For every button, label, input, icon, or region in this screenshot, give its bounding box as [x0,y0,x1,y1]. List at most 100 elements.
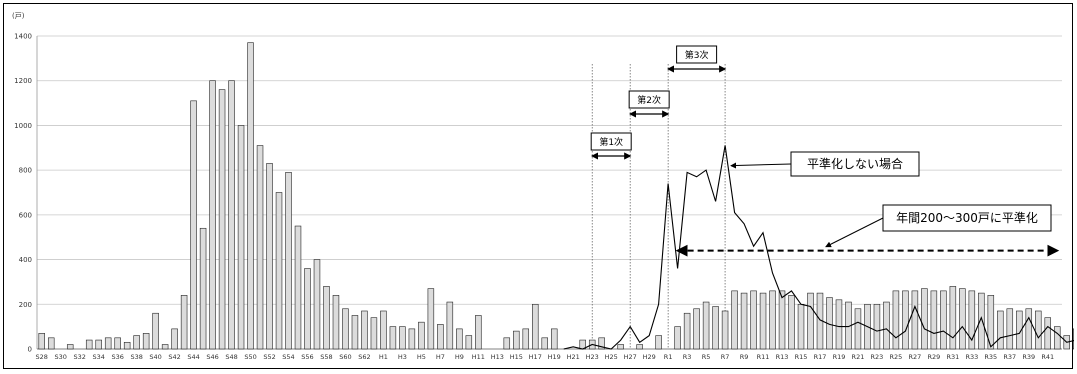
bar-S41 [161,344,169,350]
bar-R42 [1054,326,1061,350]
x-tick-label: H29 [643,353,656,361]
chart-frame: 0 200 400 600 800 1000 1200 1400 (戸) S28 S30 S32 S3… [3,3,1074,369]
bar-S59 [332,295,340,350]
bar-S60 [342,308,349,350]
bar-H9 [456,328,463,350]
x-tick-label: R9 [740,353,749,361]
x-tick-label: H1 [379,353,388,361]
bar-S40 [152,312,159,350]
bar-R33 [968,290,976,350]
line-label-box [790,151,920,177]
x-tick-label: R1 [664,353,673,361]
x-tick-label: S56 [301,353,313,361]
x-tick-label: H15 [510,353,523,361]
y-tick-label: 1000 [14,122,32,130]
chart-svg: 0 200 400 600 800 1000 1200 1400 (戸) S28 S30 S32 S3… [12,12,1074,361]
x-tick-label: H17 [529,353,542,361]
bar-S38 [133,335,140,350]
y-tick-label: 800 [19,167,32,175]
x-tick-label: H11 [472,353,485,361]
bar-R37 [1006,308,1014,350]
unleveled-line [563,145,1074,350]
phase-label: 第1次 [599,136,623,148]
x-tick-label: H7 [436,353,445,361]
bar-R2 [674,326,681,350]
bar-H2 [389,326,397,350]
range-label-box [882,204,1052,232]
bar-S57 [313,259,321,350]
bar-R28 [921,288,928,350]
bar-R26 [902,290,909,350]
bar-R32 [959,288,966,350]
bar-R35 [987,295,995,350]
line-label: 平準化しない場合 [807,156,903,171]
x-tick-label: S44 [187,353,199,361]
x-tick-label: H21 [567,353,580,361]
bar-S49 [237,125,245,350]
x-tick-label: H5 [417,353,426,361]
bar-H24 [598,337,605,350]
x-tick-label: R13 [776,353,789,361]
bar-S62 [361,310,368,350]
bar-S52 [266,163,273,350]
bar-R4 [693,308,700,350]
bar-H18 [541,337,548,350]
bar-H26 [617,344,624,350]
bar-R7 [721,310,729,350]
phase-markers: 第1次 第2次 第3次 [590,45,727,160]
bar-R30 [940,290,947,350]
x-tick-label: S36 [111,353,123,361]
bar-series [38,42,1074,350]
bar-S53 [275,192,283,350]
x-tick-label: R23 [871,353,884,361]
phase-box [590,132,632,151]
x-tick-label: S52 [263,353,275,361]
x-tick-label: S40 [149,353,161,361]
bar-S58 [323,286,330,350]
y-axis: 0 200 400 600 800 1000 1200 1400 (戸) [12,12,1062,354]
bar-R5 [702,301,710,350]
y-tick-label: 600 [19,211,32,219]
x-tick-label: R25 [890,353,903,361]
bar-S47 [218,89,226,350]
bar-H5 [418,321,425,350]
bar-S42 [171,328,178,350]
bar-H17 [532,303,539,350]
x-tick-label: R35 [984,353,997,361]
x-tick-label: S58 [320,353,332,361]
x-tick-label: R5 [702,353,711,361]
x-tick-label: R15 [795,353,808,361]
line-label-pointer [730,162,792,169]
bar-S50 [247,42,254,350]
bar-R3 [683,312,691,350]
x-tick-label: S34 [92,353,104,361]
x-tick-label: R3 [683,353,692,361]
bar-H30 [655,335,662,350]
bar-R16 [807,292,814,350]
x-tick-label: S46 [206,353,218,361]
y-tick-label: 1200 [14,77,32,85]
bar-R40 [1035,310,1042,350]
bar-H14 [503,337,511,350]
phase-box [628,90,670,109]
x-tick-label: H3 [398,353,407,361]
bar-S44 [190,100,197,350]
y-unit-label: (戸) [12,12,25,20]
bar-S54 [285,172,292,350]
bar-H7 [437,324,444,350]
x-tick-label: R31 [946,353,959,361]
bar-R12 [769,290,776,350]
bar-R9 [740,292,748,350]
x-tick-label: R41 [1041,353,1054,361]
x-tick-label: H13 [491,353,504,361]
bar-H10 [465,335,473,350]
bar-R10 [750,290,757,350]
x-tick-label: S28 [36,353,48,361]
grid-lines [37,35,1062,350]
bar-R38 [1016,310,1023,350]
x-tick-label: R7 [721,353,730,361]
bar-R23 [873,303,881,350]
bar-H16 [522,328,530,350]
bar-S34 [95,339,102,350]
